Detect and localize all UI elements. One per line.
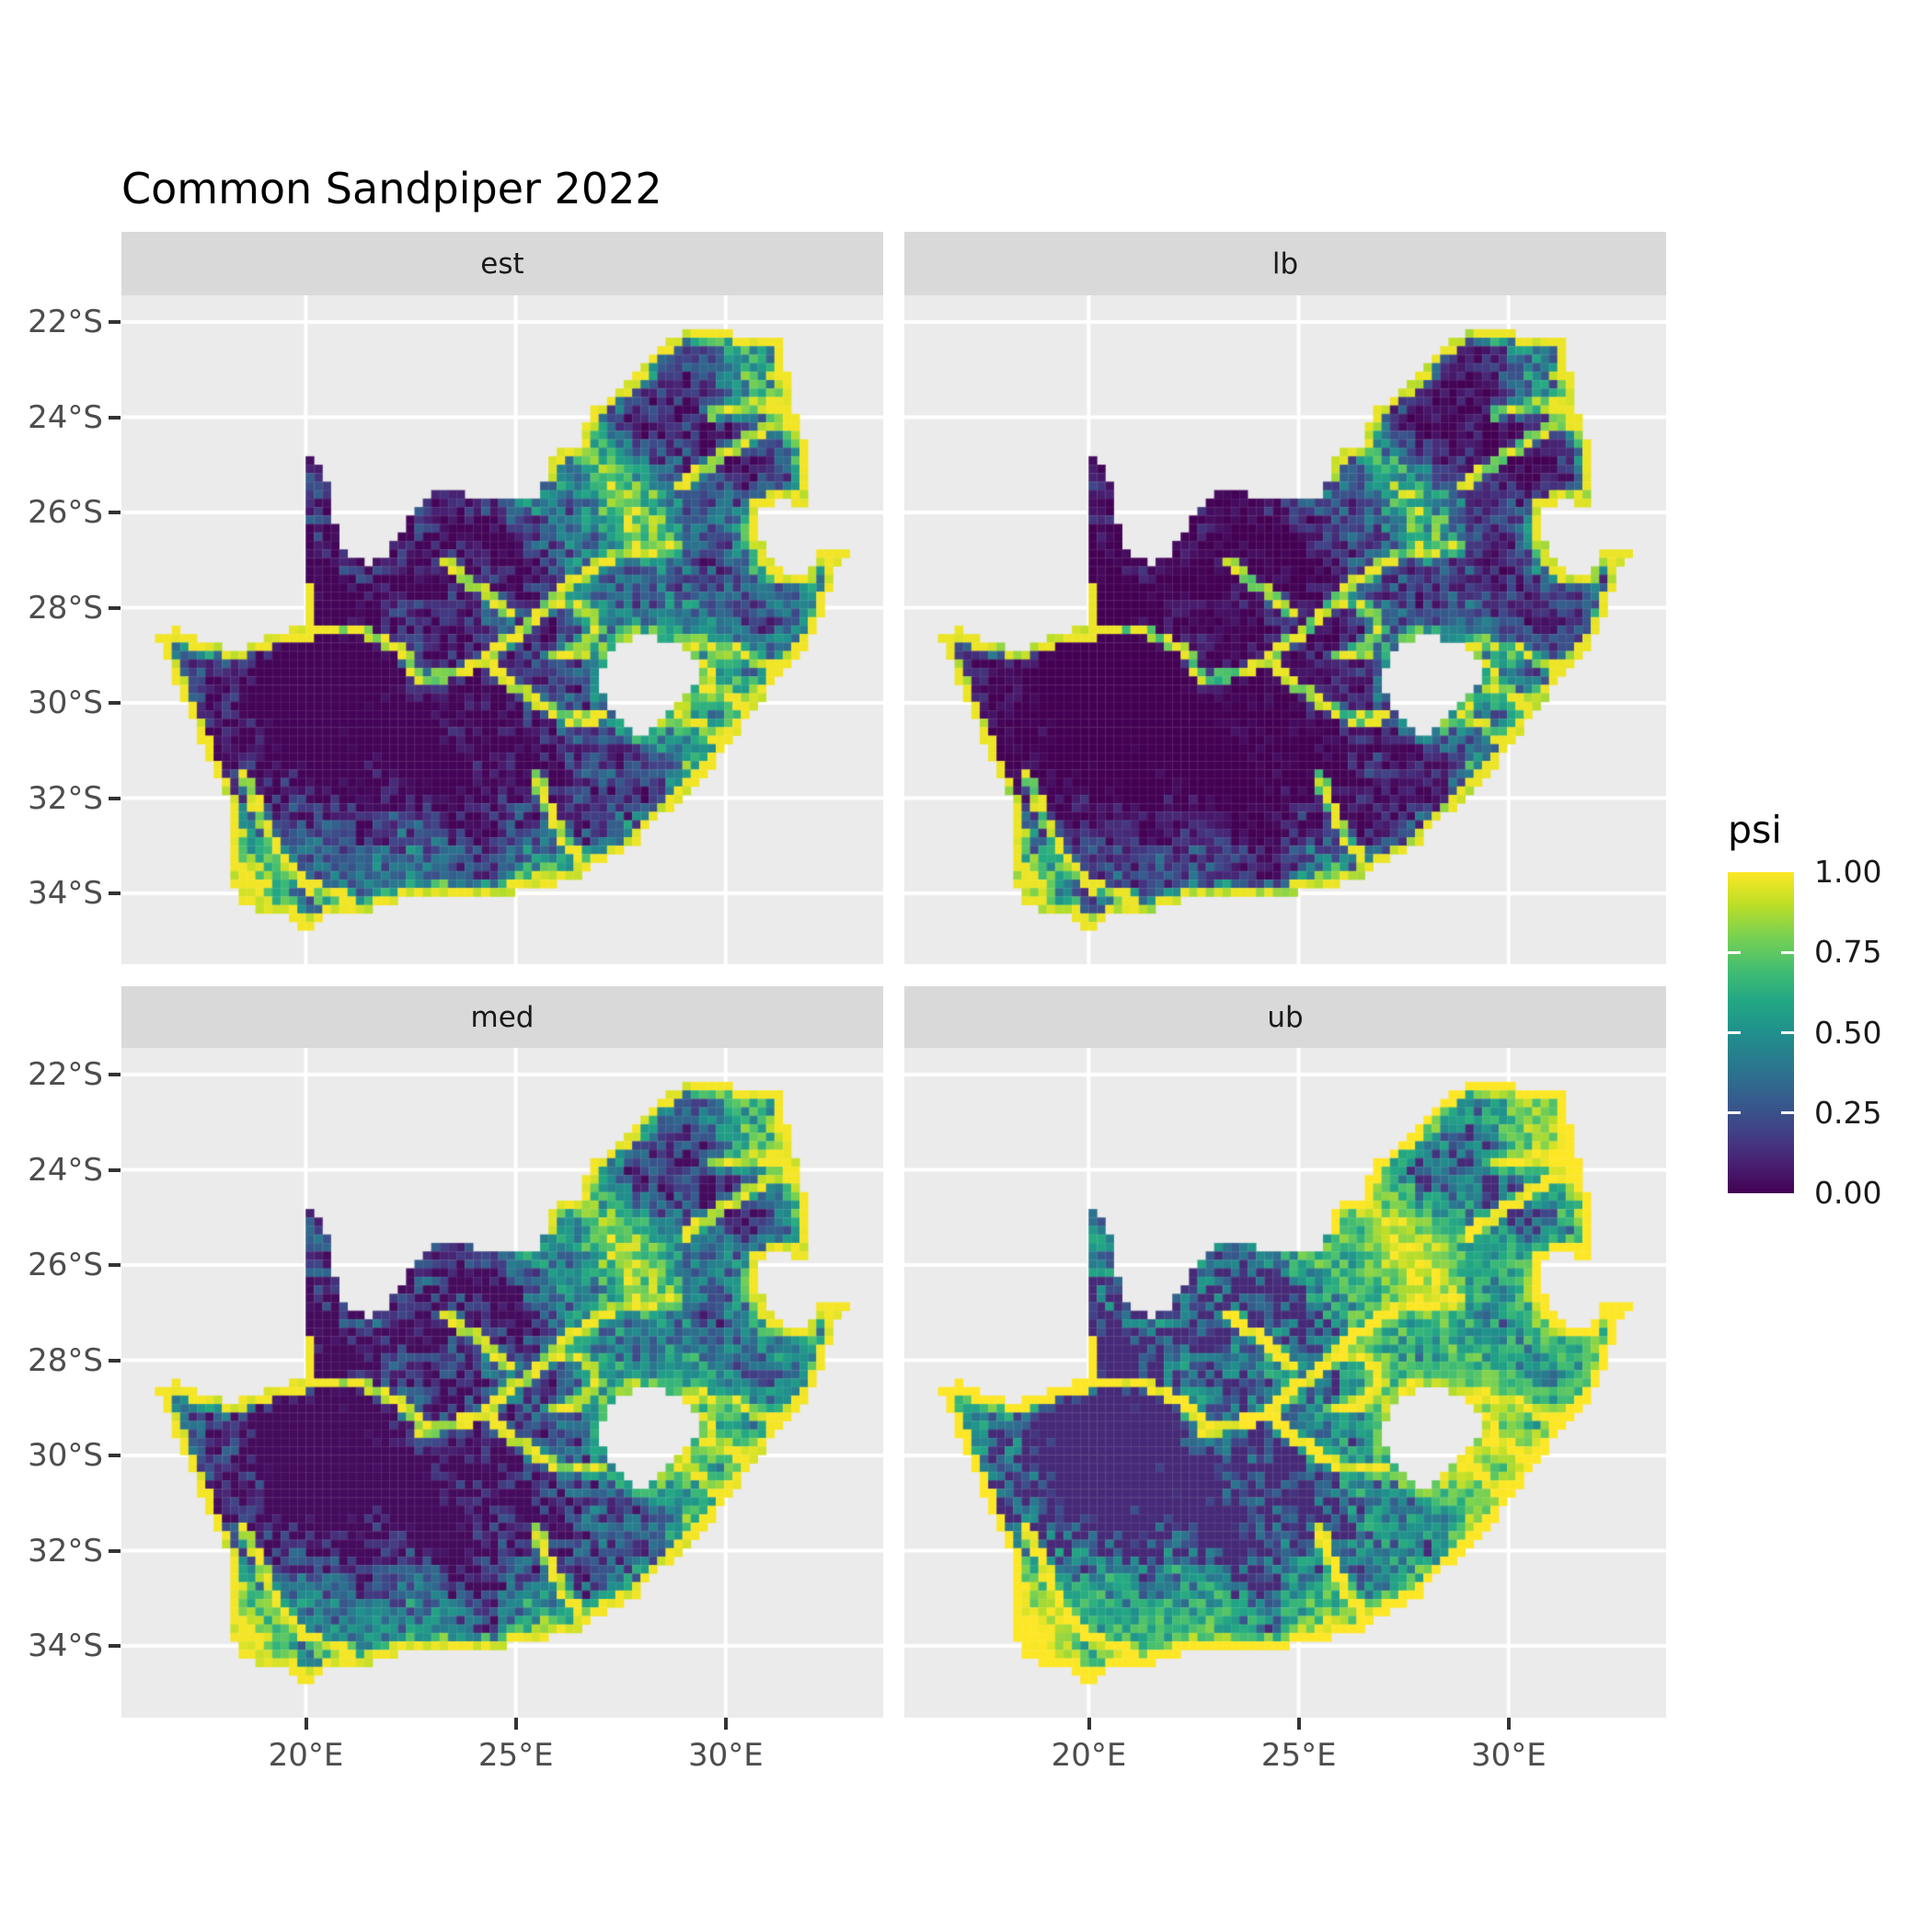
facet-strip-label: lb [1271,247,1299,281]
legend-tick [1728,1031,1741,1034]
y-axis-tick [109,1073,121,1076]
x-axis-label: 30°E [1471,1737,1547,1774]
legend-title: psi [1728,808,1782,852]
y-axis-label: 22°S [28,1056,103,1093]
y-axis-label: 26°S [28,1247,103,1283]
y-axis-tick [109,1454,121,1457]
y-axis-tick [109,701,121,705]
y-axis-label: 32°S [28,779,103,817]
legend-value-label: 1.00 [1814,854,1882,890]
legend-value-label: 0.75 [1814,934,1882,971]
facet-map-med [121,1048,883,1718]
x-axis-tick [1296,1718,1301,1730]
y-axis-label: 28°S [28,1341,103,1379]
facet-map-lb [904,295,1666,964]
facet-strip-lb: lb [904,232,1666,295]
x-axis-tick [513,1718,518,1730]
y-axis-label: 26°S [28,494,103,531]
facet-strip-ub: ub [904,986,1666,1048]
y-axis-label: 32°S [28,1532,103,1570]
facet-map-est [121,295,883,964]
legend-value-label: 0.00 [1814,1175,1882,1211]
y-axis-tick [109,1644,121,1648]
y-axis-label: 24°S [28,1151,103,1189]
facet-strip-label: est [480,247,524,281]
x-axis-tick [304,1718,308,1730]
legend-tick [1781,1111,1794,1115]
y-axis-tick [109,1548,121,1553]
legend-tick [1781,950,1794,954]
facet-strip-med: med [121,986,883,1048]
legend-tick [1728,1111,1741,1115]
x-axis-tick [1506,1718,1511,1730]
x-axis-tick [1087,1718,1091,1730]
y-axis-label: 34°S [28,1627,103,1664]
y-axis-tick [109,891,121,895]
x-axis-label: 20°E [268,1737,344,1774]
y-axis-label: 30°S [28,1437,103,1474]
x-axis-label: 25°E [1260,1737,1337,1774]
x-axis-label: 25°E [477,1737,554,1774]
y-axis-tick [109,1167,121,1172]
legend-tick [1728,950,1741,954]
x-axis-tick [723,1718,728,1730]
y-axis-tick [109,605,121,610]
y-axis-label: 28°S [28,589,103,627]
legend-value-label: 0.50 [1814,1014,1882,1051]
x-axis-label: 20°E [1051,1737,1127,1774]
y-axis-label: 34°S [28,875,103,912]
y-axis-tick [109,1358,121,1363]
y-axis-tick [109,511,121,514]
y-axis-tick [109,796,121,800]
y-axis-tick [109,1263,121,1267]
y-axis-tick [109,320,121,324]
plot-title: Common Sandpiper 2022 [121,164,662,213]
legend-tick [1781,1031,1794,1034]
facet-strip-label: ub [1267,1000,1304,1034]
legend-value-label: 0.25 [1814,1094,1882,1131]
facet-strip-est: est [121,232,883,295]
facet-map-ub [904,1048,1666,1718]
y-axis-label: 22°S [28,304,103,340]
x-axis-label: 30°E [688,1737,764,1774]
y-axis-tick [109,415,121,420]
y-axis-label: 24°S [28,398,103,436]
facet-strip-label: med [470,1000,535,1034]
y-axis-label: 30°S [28,684,103,721]
